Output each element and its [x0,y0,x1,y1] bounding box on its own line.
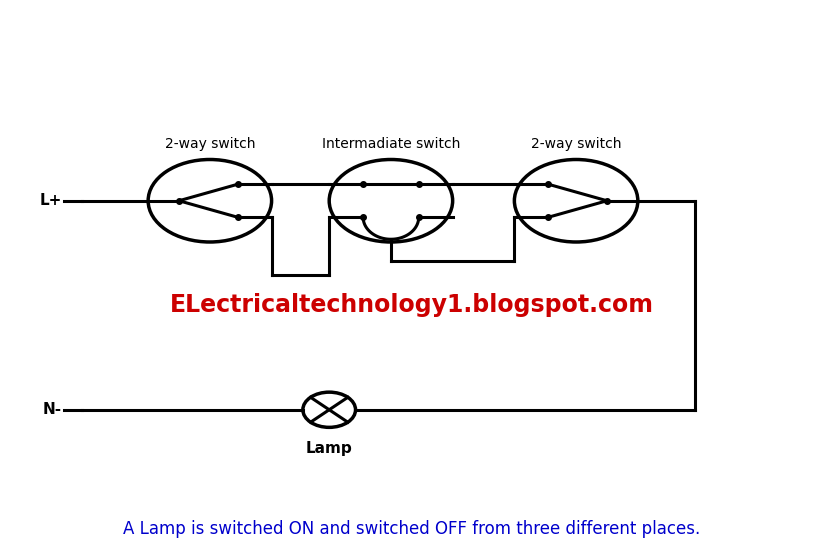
Text: 2-way switch: 2-way switch [531,138,621,151]
Text: 2-way switch: 2-way switch [165,138,255,151]
Text: N-: N- [43,402,62,417]
Text: L+: L+ [40,193,62,208]
Text: A Lamp is switched ON and switched OFF from three different places.: A Lamp is switched ON and switched OFF f… [123,520,700,538]
Text: Intermadiate switch: Intermadiate switch [322,138,460,151]
Text: ELectricaltechnology1.blogspot.com: ELectricaltechnology1.blogspot.com [170,293,653,317]
Text: Lamp: Lamp [306,441,352,456]
